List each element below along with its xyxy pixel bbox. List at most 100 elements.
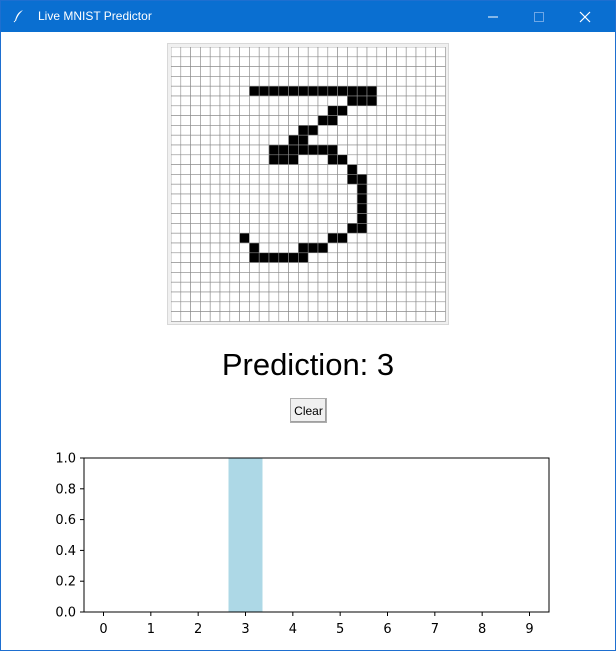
grid-cell[interactable] [229,66,240,77]
grid-cell[interactable] [258,242,270,254]
grid-cell[interactable] [307,85,319,97]
grid-cell[interactable] [366,242,378,254]
grid-cell[interactable] [258,183,270,195]
grid-cell[interactable] [239,252,250,263]
grid-cell[interactable] [200,85,211,97]
grid-cell[interactable] [258,154,270,165]
grid-cell[interactable] [171,242,182,254]
grid-cell[interactable] [307,223,319,234]
grid-cell[interactable] [386,174,397,185]
grid-cell[interactable] [386,47,397,58]
grid-cell[interactable] [171,311,182,322]
grid-cell[interactable] [298,115,309,126]
grid-cell[interactable] [386,85,397,97]
grid-cell[interactable] [317,47,329,58]
grid-cell[interactable] [219,223,231,234]
grid-cell[interactable] [239,66,250,77]
grid-cell[interactable] [239,291,250,303]
grid-cell[interactable] [190,252,201,263]
grid-cell[interactable] [317,183,329,195]
grid-cell[interactable] [337,154,348,165]
grid-cell[interactable] [386,154,397,165]
grid-cell[interactable] [386,281,397,293]
grid-cell[interactable] [278,203,289,214]
grid-cell[interactable] [415,203,427,214]
grid-cell[interactable] [268,203,280,214]
grid-cell[interactable] [268,164,280,175]
grid-cell[interactable] [190,242,201,254]
grid-cell[interactable] [317,56,329,67]
grid-cell[interactable] [249,213,260,224]
grid-cell[interactable] [200,203,211,214]
grid-cell[interactable] [190,213,201,224]
grid-cell[interactable] [229,85,240,97]
grid-cell[interactable] [190,291,201,303]
grid-cell[interactable] [327,66,338,77]
grid-cell[interactable] [317,203,329,214]
grid-cell[interactable] [386,193,397,205]
grid-cell[interactable] [239,144,250,156]
grid-cell[interactable] [347,125,358,136]
grid-cell[interactable] [435,125,446,136]
grid-cell[interactable] [171,281,182,293]
grid-cell[interactable] [425,66,436,77]
grid-cell[interactable] [229,95,240,107]
grid-cell[interactable] [258,301,270,312]
grid-cell[interactable] [396,252,407,263]
grid-cell[interactable] [337,47,348,58]
grid-cell[interactable] [327,47,338,58]
grid-cell[interactable] [376,311,387,322]
grid-cell[interactable] [366,56,378,67]
grid-cell[interactable] [347,281,358,293]
grid-cell[interactable] [278,134,289,146]
grid-cell[interactable] [307,174,319,185]
grid-cell[interactable] [337,272,348,283]
grid-cell[interactable] [268,281,280,293]
grid-cell[interactable] [396,281,407,293]
grid-cell[interactable] [337,85,348,97]
grid-cell[interactable] [288,223,299,234]
grid-cell[interactable] [249,183,260,195]
grid-cell[interactable] [288,301,299,312]
grid-cell[interactable] [239,134,250,146]
grid-cell[interactable] [386,232,397,244]
grid-cell[interactable] [229,311,240,322]
grid-cell[interactable] [200,223,211,234]
grid-cell[interactable] [356,242,368,254]
grid-cell[interactable] [386,66,397,77]
grid-cell[interactable] [288,203,299,214]
grid-cell[interactable] [396,183,407,195]
grid-cell[interactable] [298,183,309,195]
grid-cell[interactable] [415,281,427,293]
grid-cell[interactable] [415,193,427,205]
grid-cell[interactable] [171,47,182,58]
grid-cell[interactable] [366,262,378,273]
grid-cell[interactable] [347,134,358,146]
grid-cell[interactable] [229,213,240,224]
grid-cell[interactable] [268,223,280,234]
grid-cell[interactable] [298,242,309,254]
grid-cell[interactable] [376,76,387,87]
grid-cell[interactable] [435,85,446,97]
grid-cell[interactable] [396,105,407,116]
grid-cell[interactable] [405,134,417,146]
grid-cell[interactable] [366,203,378,214]
grid-cell[interactable] [415,85,427,97]
grid-cell[interactable] [200,301,211,312]
grid-cell[interactable] [396,193,407,205]
grid-cell[interactable] [327,193,338,205]
grid-cell[interactable] [278,281,289,293]
grid-cell[interactable] [268,144,280,156]
grid-cell[interactable] [190,154,201,165]
grid-cell[interactable] [317,223,329,234]
grid-cell[interactable] [317,262,329,273]
minimize-button[interactable] [470,1,516,32]
grid-cell[interactable] [180,301,191,312]
grid-cell[interactable] [307,56,319,67]
grid-cell[interactable] [366,66,378,77]
grid-cell[interactable] [219,164,231,175]
grid-cell[interactable] [376,183,387,195]
grid-cell[interactable] [219,115,231,126]
grid-cell[interactable] [209,301,221,312]
grid-cell[interactable] [288,105,299,116]
